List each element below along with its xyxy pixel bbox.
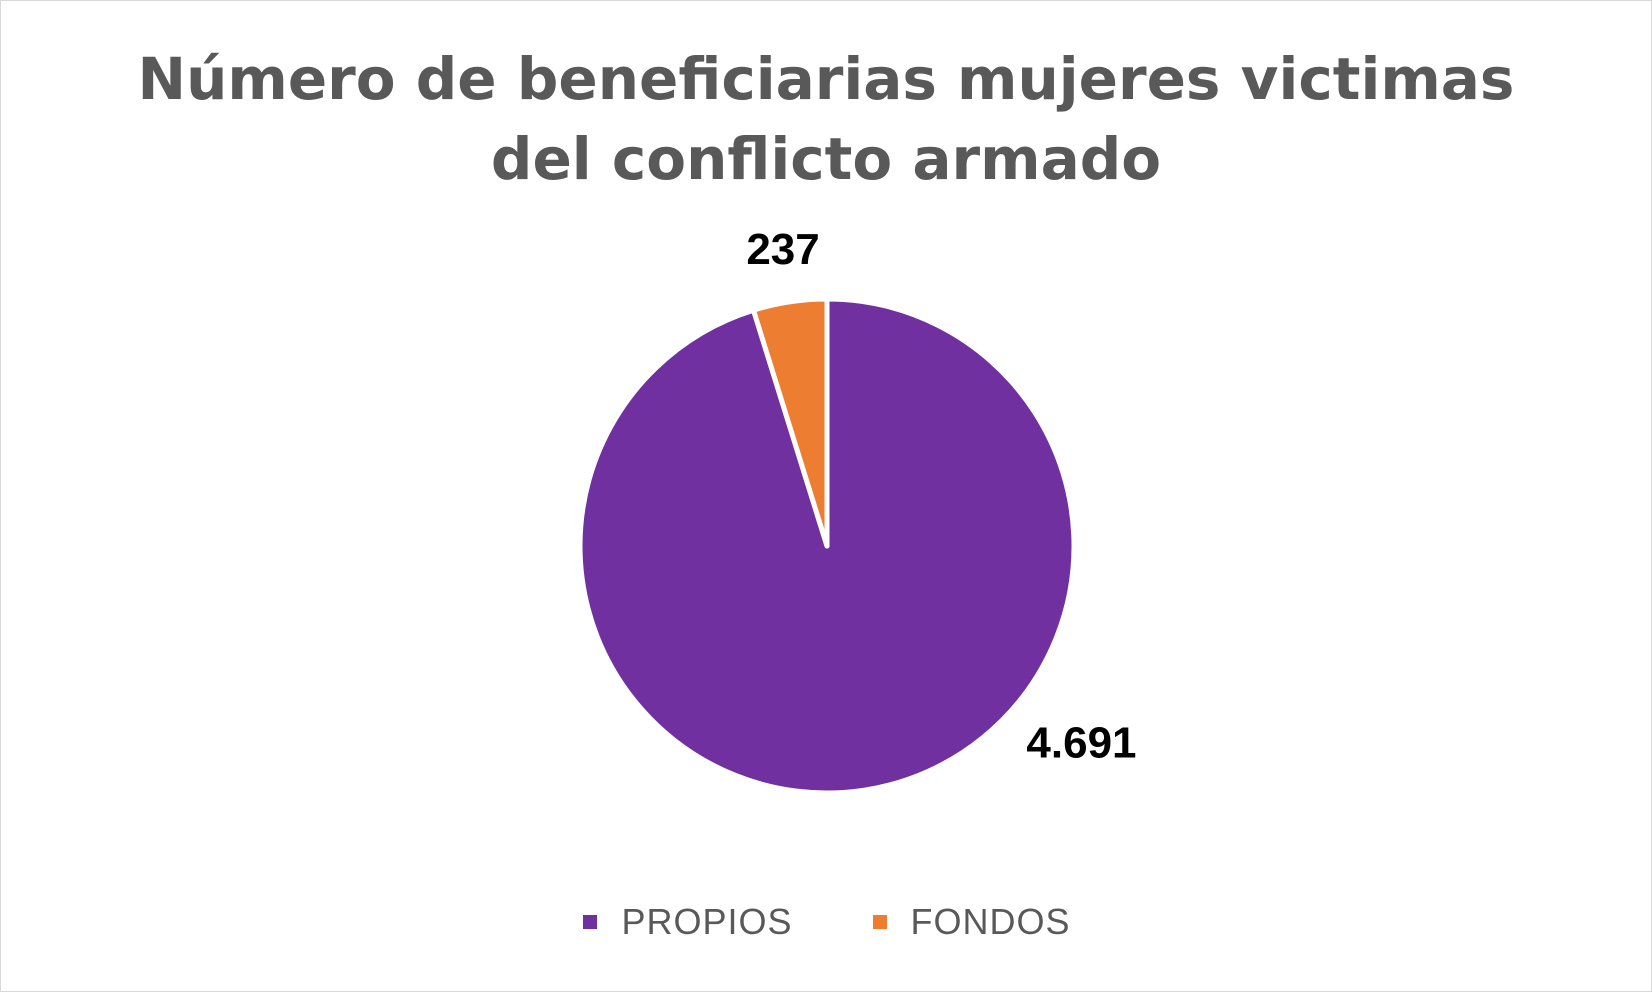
pie-slices — [577, 296, 1077, 796]
legend-item-fondos: FONDOS — [872, 901, 1071, 943]
pie-data-labels: 4.691 237 — [746, 225, 1136, 768]
data-label-fondos: 237 — [746, 225, 819, 274]
legend-label-fondos: FONDOS — [910, 901, 1071, 942]
pie-slice-fondos — [750, 296, 830, 549]
legend: PROPIOS FONDOS — [1, 901, 1652, 943]
legend-label-propios: PROPIOS — [621, 901, 793, 942]
legend-swatch-propios — [583, 915, 598, 929]
data-label-propios: 4.691 — [1026, 718, 1136, 767]
legend-swatch-fondos — [872, 915, 887, 929]
legend-item-propios: PROPIOS — [583, 901, 792, 943]
chart-title: Número de beneficiarias mujeres victimas… — [137, 45, 1515, 193]
